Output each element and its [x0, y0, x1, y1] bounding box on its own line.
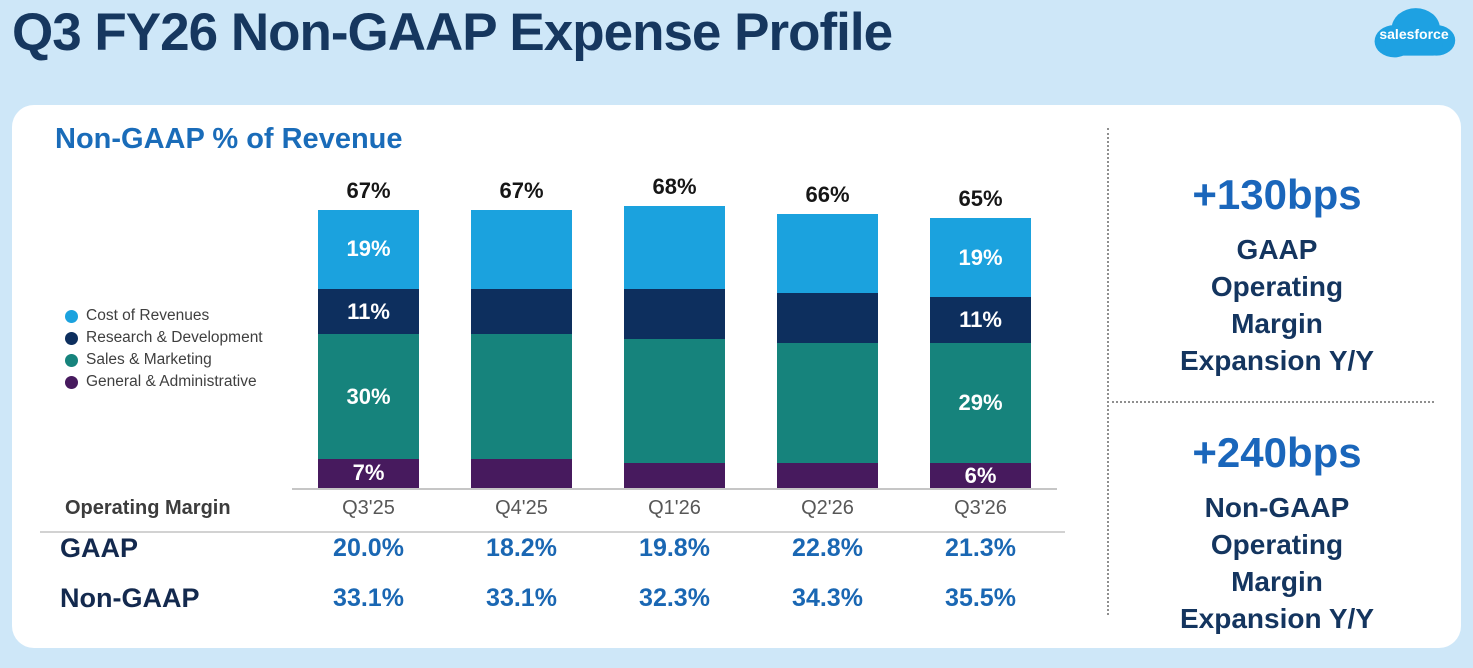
- bar-segment-sales-marketing: [471, 334, 572, 459]
- bar-plot: 67% 19% 11% 30% 7% 67% 68% 66% 65% 19% 11% 29% 6%: [12, 105, 1461, 648]
- callout-line: Operating: [1210, 271, 1344, 302]
- salesforce-logo: salesforce: [1371, 2, 1457, 68]
- callout-value: +130bps: [1192, 171, 1362, 218]
- bar-segment-sales-marketing: [777, 342, 878, 464]
- bar-segment-sales-marketing: 29%: [930, 342, 1031, 464]
- non-gaap-value-Q4'25: 33.1%: [486, 584, 557, 612]
- bar-segment-research-development: [777, 292, 878, 343]
- bar-segment-cost-of-revenues: 19%: [318, 209, 419, 289]
- bar-segment-cost-of-revenues: [777, 214, 878, 293]
- content-card: Non-GAAP % of Revenue Cost of Revenues R…: [12, 105, 1461, 648]
- gaap-value-Q2'26: 22.8%: [792, 534, 863, 562]
- chart-title: Non-GAAP % of Revenue: [55, 123, 403, 155]
- bar-Q3'26: 65% 19% 11% 29% 6%: [930, 186, 1031, 488]
- non-gaap-value-Q3'26: 35.5%: [945, 584, 1016, 612]
- bar-segment-sales-marketing: [624, 338, 725, 464]
- bar-segment-general-administrative: [471, 458, 572, 488]
- category-label-Q4'25: Q4'25: [495, 497, 548, 519]
- callout-text: Non-GAAP Operating Margin Expansion Y/Y: [1112, 489, 1442, 637]
- bar-segment-research-development: 11%: [930, 297, 1031, 343]
- legend-item-general-administrative: General & Administrative: [65, 371, 263, 393]
- legend-label: Cost of Revenues: [86, 307, 210, 324]
- category-label-Q2'26: Q2'26: [801, 497, 854, 519]
- gaap-row-label: GAAP: [60, 533, 139, 563]
- operating-margin-header: Operating Margin: [65, 497, 231, 519]
- gaap-value-Q3'25: 20.0%: [333, 534, 404, 562]
- non-gaap-row-label: Non-GAAP: [60, 583, 200, 613]
- bar-Q1'26: 68%: [624, 174, 725, 488]
- vertical-dotted-divider: [1107, 128, 1109, 615]
- legend-swatch-icon: [65, 375, 78, 389]
- chart-legend: Cost of Revenues Research & Development …: [65, 305, 263, 393]
- category-label-Q1'26: Q1'26: [648, 497, 701, 519]
- bar-total-label: 67%: [346, 177, 391, 203]
- gaap-margin-row: GAAP 20.0% 18.2% 19.8% 22.8% 21.3%: [12, 531, 1461, 565]
- legend-item-cost-of-revenues: Cost of Revenues: [65, 305, 263, 327]
- logo-wordmark: salesforce: [1379, 26, 1449, 42]
- legend-label: General & Administrative: [86, 373, 257, 390]
- horizontal-dotted-divider: [1112, 401, 1434, 403]
- callout-text: GAAP Operating Margin Expansion Y/Y: [1112, 231, 1442, 379]
- callout-value: +240bps: [1192, 429, 1362, 476]
- legend-swatch-icon: [65, 309, 78, 323]
- callout-line: Operating: [1210, 529, 1344, 560]
- callout-non-gaap-margin-expansion: +240bps Non-GAAP Operating Margin Expans…: [1112, 427, 1442, 637]
- table-separator-line: [40, 531, 1065, 533]
- bar-total-label: 67%: [499, 177, 544, 203]
- callout-gaap-margin-expansion: +130bps GAAP Operating Margin Expansion …: [1112, 169, 1442, 379]
- x-axis-line: [292, 488, 1057, 490]
- bar-total-label: 66%: [805, 182, 850, 208]
- page-title: Q3 FY26 Non-GAAP Expense Profile: [12, 3, 893, 62]
- bar-segment-research-development: 11%: [318, 288, 419, 335]
- bar-segment-cost-of-revenues: [624, 205, 725, 289]
- bar-segment-sales-marketing: 30%: [318, 334, 419, 459]
- gaap-value-Q4'25: 18.2%: [486, 534, 557, 562]
- category-label-Q3'25: Q3'25: [342, 497, 395, 519]
- legend-swatch-icon: [65, 331, 78, 345]
- bar-Q2'26: 66%: [777, 182, 878, 488]
- bar-Q4'25: 67%: [471, 178, 572, 488]
- bar-Q3'25: 67% 19% 11% 30% 7%: [318, 178, 419, 488]
- callout-line: Margin: [1231, 308, 1323, 339]
- callout-line: GAAP: [1236, 234, 1318, 265]
- cloud-icon: [1374, 8, 1456, 58]
- legend-label: Sales & Marketing: [86, 351, 212, 368]
- bar-segment-general-administrative: 7%: [318, 458, 419, 488]
- gaap-value-Q1'26: 19.8%: [639, 534, 710, 562]
- bar-segment-general-administrative: 6%: [930, 463, 1031, 488]
- non-gaap-margin-row: Non-GAAP 33.1% 33.1% 32.3% 34.3% 35.5%: [12, 581, 1461, 615]
- gaap-value-Q3'26: 21.3%: [945, 534, 1016, 562]
- category-row: Operating Margin Q3'25 Q4'25 Q1'26 Q2'26 Q3'…: [12, 495, 1461, 521]
- callout-line: Expansion Y/Y: [1180, 345, 1374, 376]
- legend-swatch-icon: [65, 353, 78, 367]
- non-gaap-value-Q2'26: 34.3%: [792, 584, 863, 612]
- non-gaap-value-Q3'25: 33.1%: [333, 584, 404, 612]
- bar-total-label: 65%: [958, 186, 1003, 212]
- category-label-Q3'26: Q3'26: [954, 497, 1007, 519]
- legend-item-sales-marketing: Sales & Marketing: [65, 349, 263, 371]
- legend-item-research-development: Research & Development: [65, 327, 263, 349]
- bar-segment-research-development: [471, 288, 572, 335]
- bar-segment-cost-of-revenues: 19%: [930, 218, 1031, 298]
- callout-line: Expansion Y/Y: [1180, 603, 1374, 634]
- bar-segment-research-development: [624, 288, 725, 339]
- bar-segment-general-administrative: [624, 463, 725, 488]
- callout-line: Non-GAAP: [1204, 492, 1350, 523]
- bar-segment-general-administrative: [777, 463, 878, 488]
- bar-segment-cost-of-revenues: [471, 209, 572, 289]
- callout-line: Margin: [1231, 566, 1323, 597]
- non-gaap-value-Q1'26: 32.3%: [639, 584, 710, 612]
- bar-total-label: 68%: [652, 173, 697, 199]
- legend-label: Research & Development: [86, 329, 263, 346]
